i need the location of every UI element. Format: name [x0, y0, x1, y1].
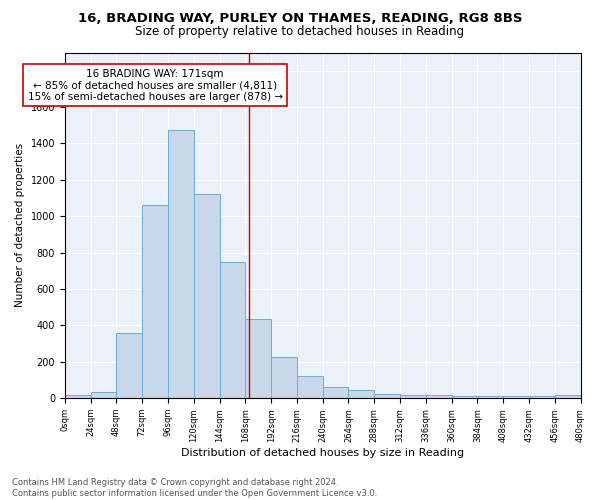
- Bar: [65, 396, 91, 398]
- Y-axis label: Number of detached properties: Number of detached properties: [15, 144, 25, 308]
- Bar: [245, 319, 271, 398]
- Bar: [91, 392, 116, 398]
- Text: 16 BRADING WAY: 171sqm
← 85% of detached houses are smaller (4,811)
15% of semi-: 16 BRADING WAY: 171sqm ← 85% of detached…: [28, 68, 283, 102]
- Bar: [116, 332, 142, 398]
- Bar: [323, 388, 349, 398]
- Bar: [478, 396, 503, 398]
- X-axis label: Distribution of detached houses by size in Reading: Distribution of detached houses by size …: [181, 448, 464, 458]
- Bar: [142, 206, 168, 398]
- Text: Contains HM Land Registry data © Crown copyright and database right 2024.
Contai: Contains HM Land Registry data © Crown c…: [12, 478, 377, 498]
- Bar: [452, 396, 478, 398]
- Bar: [297, 376, 323, 398]
- Bar: [168, 130, 194, 398]
- Bar: [529, 396, 555, 398]
- Bar: [220, 262, 245, 398]
- Text: Size of property relative to detached houses in Reading: Size of property relative to detached ho…: [136, 25, 464, 38]
- Bar: [374, 394, 400, 398]
- Bar: [426, 396, 452, 398]
- Bar: [271, 358, 297, 398]
- Bar: [503, 396, 529, 398]
- Bar: [194, 194, 220, 398]
- Text: 16, BRADING WAY, PURLEY ON THAMES, READING, RG8 8BS: 16, BRADING WAY, PURLEY ON THAMES, READI…: [78, 12, 522, 26]
- Bar: [555, 396, 581, 398]
- Bar: [400, 394, 426, 398]
- Bar: [349, 390, 374, 398]
